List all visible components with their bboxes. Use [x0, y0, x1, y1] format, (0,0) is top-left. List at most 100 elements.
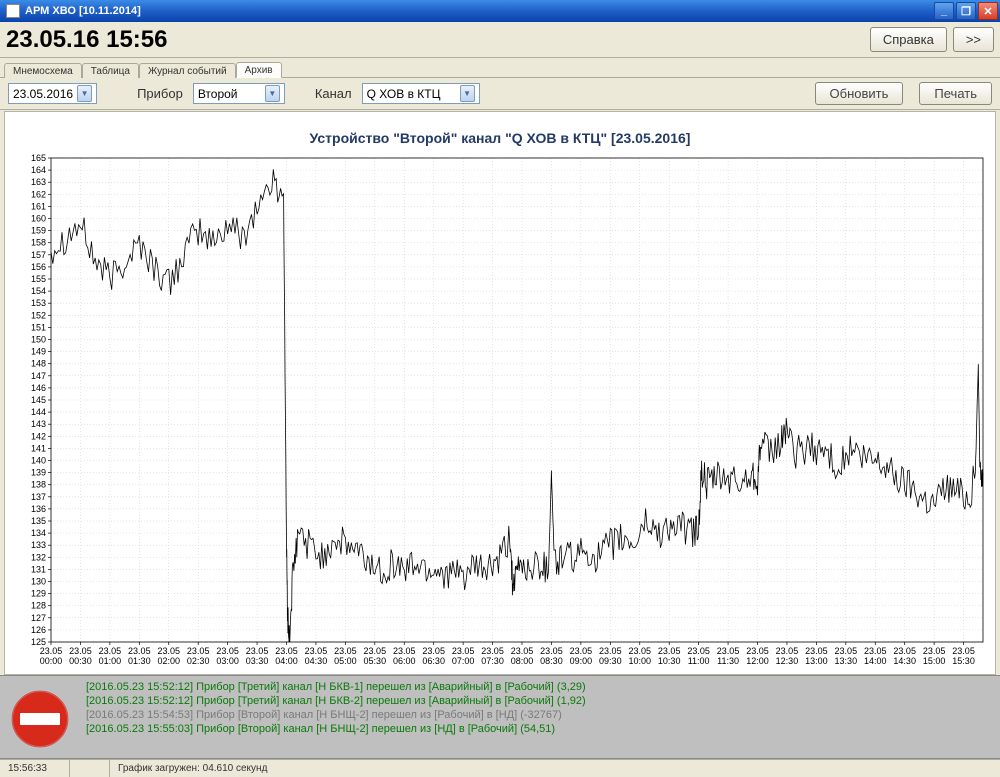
svg-text:23.05: 23.05 — [599, 646, 622, 656]
svg-text:23.05: 23.05 — [481, 646, 504, 656]
svg-text:14:30: 14:30 — [893, 656, 916, 666]
log-line: [2016.05.23 15:52:12] Прибор [Третий] ка… — [86, 680, 994, 694]
svg-text:13:00: 13:00 — [805, 656, 828, 666]
svg-text:23.05: 23.05 — [452, 646, 475, 656]
svg-text:132: 132 — [31, 552, 46, 562]
app-icon — [6, 4, 20, 18]
svg-text:126: 126 — [31, 625, 46, 635]
chart-panel: Устройство "Второй" канал "Q ХОВ в КТЦ" … — [4, 111, 996, 675]
device-label: Прибор — [137, 86, 183, 101]
tab-Архив[interactable]: Архив — [236, 62, 282, 78]
header-row: 23.05.16 15:56 Справка >> — [0, 22, 1000, 58]
svg-text:153: 153 — [31, 298, 46, 308]
svg-text:144: 144 — [31, 407, 46, 417]
log-line: [2016.05.23 15:52:12] Прибор [Третий] ка… — [86, 694, 994, 708]
svg-text:14:00: 14:00 — [864, 656, 887, 666]
svg-text:160: 160 — [31, 214, 46, 224]
svg-text:23.05: 23.05 — [628, 646, 651, 656]
svg-text:23.05: 23.05 — [157, 646, 180, 656]
svg-text:10:30: 10:30 — [658, 656, 681, 666]
status-message: График загружен: 04.610 секунд — [110, 760, 1000, 777]
svg-text:23.05: 23.05 — [864, 646, 887, 656]
refresh-button[interactable]: Обновить — [815, 82, 904, 105]
svg-text:141: 141 — [31, 443, 46, 453]
print-button[interactable]: Печать — [919, 82, 992, 105]
svg-text:23.05: 23.05 — [305, 646, 328, 656]
svg-text:162: 162 — [31, 189, 46, 199]
svg-text:12:00: 12:00 — [746, 656, 769, 666]
svg-text:09:00: 09:00 — [570, 656, 593, 666]
svg-text:12:30: 12:30 — [776, 656, 799, 666]
tab-Журнал событий[interactable]: Журнал событий — [139, 63, 236, 78]
svg-text:08:00: 08:00 — [511, 656, 534, 666]
svg-text:130: 130 — [31, 577, 46, 587]
svg-text:147: 147 — [31, 371, 46, 381]
svg-text:23.05: 23.05 — [923, 646, 946, 656]
svg-text:23.05: 23.05 — [393, 646, 416, 656]
log-line: [2016.05.23 15:55:03] Прибор [Второй] ка… — [86, 722, 994, 736]
close-button[interactable]: ✕ — [978, 2, 998, 20]
status-spacer — [70, 760, 110, 777]
dropdown-icon: ▼ — [265, 85, 280, 102]
svg-text:163: 163 — [31, 177, 46, 187]
channel-select[interactable]: Q ХОВ в КТЦ ▼ — [362, 83, 480, 104]
svg-text:03:00: 03:00 — [216, 656, 239, 666]
svg-text:23.05: 23.05 — [570, 646, 593, 656]
device-select[interactable]: Второй ▼ — [193, 83, 285, 104]
svg-text:06:00: 06:00 — [393, 656, 416, 666]
tab-Мнемосхема[interactable]: Мнемосхема — [4, 63, 82, 78]
svg-text:23.05: 23.05 — [275, 646, 298, 656]
svg-text:13:30: 13:30 — [835, 656, 858, 666]
tab-Таблица[interactable]: Таблица — [82, 63, 139, 78]
svg-text:11:00: 11:00 — [688, 656, 710, 666]
chart-svg: 1251261271281291301311321331341351361371… — [5, 112, 995, 674]
svg-text:02:30: 02:30 — [187, 656, 210, 666]
svg-text:05:00: 05:00 — [334, 656, 357, 666]
svg-text:01:00: 01:00 — [99, 656, 122, 666]
current-datetime: 23.05.16 15:56 — [6, 26, 864, 54]
svg-text:23.05: 23.05 — [658, 646, 681, 656]
minimize-button[interactable]: _ — [934, 2, 954, 20]
tab-bar: МнемосхемаТаблицаЖурнал событийАрхив — [0, 58, 1000, 78]
channel-value: Q ХОВ в КТЦ — [367, 87, 456, 101]
svg-text:157: 157 — [31, 250, 46, 260]
svg-text:133: 133 — [31, 540, 46, 550]
svg-text:23.05: 23.05 — [805, 646, 828, 656]
svg-text:134: 134 — [31, 528, 46, 538]
svg-text:23.05: 23.05 — [246, 646, 269, 656]
svg-text:11:30: 11:30 — [717, 656, 739, 666]
svg-text:08:30: 08:30 — [540, 656, 563, 666]
svg-text:158: 158 — [31, 238, 46, 248]
svg-text:15:00: 15:00 — [923, 656, 946, 666]
svg-text:23.05: 23.05 — [216, 646, 239, 656]
help-button[interactable]: Справка — [870, 27, 947, 52]
window-title: АРМ ХВО [10.11.2014] — [25, 5, 932, 17]
log-line: [2016.05.23 15:54:53] Прибор [Второй] ка… — [86, 708, 994, 722]
svg-text:23.05: 23.05 — [40, 646, 63, 656]
svg-text:135: 135 — [31, 516, 46, 526]
svg-text:04:30: 04:30 — [305, 656, 328, 666]
svg-text:140: 140 — [31, 456, 46, 466]
svg-text:149: 149 — [31, 347, 46, 357]
svg-text:23.05: 23.05 — [69, 646, 92, 656]
svg-text:15:30: 15:30 — [952, 656, 975, 666]
svg-text:23.05: 23.05 — [687, 646, 710, 656]
svg-text:00:00: 00:00 — [40, 656, 63, 666]
svg-text:148: 148 — [31, 359, 46, 369]
svg-text:04:00: 04:00 — [275, 656, 298, 666]
svg-text:01:30: 01:30 — [128, 656, 151, 666]
dropdown-icon: ▼ — [460, 85, 475, 102]
error-icon — [0, 676, 80, 758]
svg-text:131: 131 — [31, 564, 46, 574]
status-bar: 15:56:33 График загружен: 04.610 секунд — [0, 759, 1000, 777]
svg-text:154: 154 — [31, 286, 46, 296]
next-button[interactable]: >> — [953, 27, 994, 52]
titlebar: АРМ ХВО [10.11.2014] _ ❐ ✕ — [0, 0, 1000, 22]
svg-text:23.05: 23.05 — [511, 646, 534, 656]
maximize-button[interactable]: ❐ — [956, 2, 976, 20]
svg-text:136: 136 — [31, 504, 46, 514]
svg-text:23.05: 23.05 — [746, 646, 769, 656]
date-picker[interactable]: 23.05.2016 ▼ — [8, 83, 97, 104]
log-panel: [2016.05.23 15:52:12] Прибор [Третий] ка… — [0, 675, 1000, 759]
svg-text:150: 150 — [31, 335, 46, 345]
